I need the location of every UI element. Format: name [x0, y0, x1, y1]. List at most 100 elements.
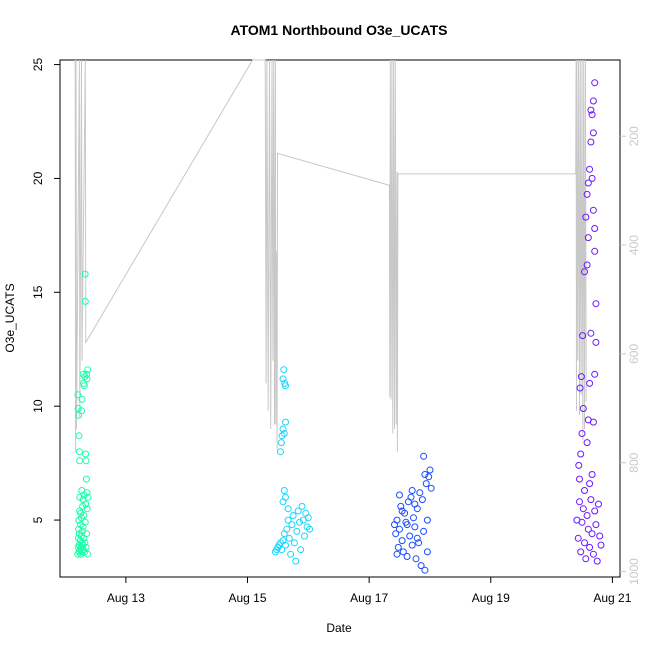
data-point: [418, 496, 426, 504]
data-point: [82, 543, 90, 551]
data-point: [417, 562, 425, 570]
right-y-tick-label: 200: [627, 126, 641, 146]
data-point: [591, 370, 599, 378]
data-point: [427, 484, 435, 492]
data-point: [84, 366, 92, 374]
data-point: [80, 382, 88, 390]
data-point: [587, 496, 595, 504]
y-axis-left: 5 10 15 20 25: [31, 58, 60, 523]
data-point: [588, 111, 596, 119]
y-axis-label: O3e_UCATS: [3, 283, 17, 352]
data-point: [597, 541, 605, 549]
data-point: [75, 432, 83, 440]
data-point: [577, 548, 585, 556]
x-axis: Aug 13 Aug 15 Aug 17 Aug 19 Aug 21: [107, 577, 632, 605]
data-point: [575, 461, 583, 469]
data-point: [589, 206, 597, 214]
data-point: [393, 516, 401, 524]
data-point: [84, 550, 91, 558]
data-point: [583, 261, 591, 269]
data-point: [285, 534, 293, 542]
data-point: [421, 471, 429, 478]
data-point: [577, 450, 585, 458]
data-point: [423, 516, 431, 524]
series-2: [271, 366, 314, 565]
data-point: [296, 518, 303, 526]
data-point: [278, 546, 286, 554]
data-point: [588, 174, 596, 182]
data-point: [426, 466, 434, 474]
data-point: [404, 498, 412, 506]
data-point: [422, 480, 430, 488]
data-point: [403, 521, 411, 529]
data-point: [576, 475, 583, 483]
right-y-tick-label: 600: [627, 344, 641, 364]
data-point: [84, 493, 92, 501]
y-tick-label: 20: [31, 171, 45, 185]
data-point: [596, 532, 604, 540]
data-point: [420, 452, 428, 460]
data-point: [413, 534, 421, 542]
data-point: [75, 448, 83, 456]
data-point: [289, 512, 297, 519]
right-y-tick-label: 800: [627, 452, 641, 472]
data-point: [406, 532, 414, 540]
data-point: [403, 553, 411, 560]
data-point: [591, 247, 599, 255]
data-point: [83, 530, 91, 538]
data-point: [408, 541, 416, 549]
data-point: [583, 512, 591, 519]
data-point: [396, 525, 403, 533]
data-point: [78, 407, 85, 415]
data-point: [82, 457, 90, 465]
data-point: [78, 395, 86, 403]
data-point: [398, 537, 406, 545]
data-point: [587, 329, 595, 337]
x-tick-label: Aug 13: [107, 591, 145, 605]
data-point: [581, 539, 588, 547]
x-tick-label: Aug 21: [593, 591, 631, 605]
data-point: [584, 179, 592, 187]
x-tick-label: Aug 17: [350, 591, 388, 605]
data-point: [282, 418, 289, 426]
altitude-trace-line: [74, 59, 587, 452]
data-point: [415, 539, 423, 547]
data-point: [81, 297, 89, 305]
data-point: [579, 505, 587, 513]
data-point: [589, 129, 597, 137]
data-point: [304, 514, 312, 522]
series-4: [573, 79, 605, 565]
data-point: [581, 487, 588, 494]
plot-frame: [59, 59, 621, 578]
data-point: [81, 270, 89, 278]
data-point: [298, 502, 306, 510]
data-point: [576, 498, 583, 506]
data-point: [592, 300, 600, 308]
x-axis-label: Date: [326, 621, 352, 635]
data-point: [81, 539, 89, 547]
data-point: [589, 550, 597, 558]
data-point: [588, 530, 596, 538]
data-point: [284, 516, 292, 524]
y-axis-right: 200 400 600 800 1000: [620, 126, 641, 585]
data-point: [577, 373, 585, 381]
data-point: [412, 555, 420, 563]
data-point: [595, 500, 602, 508]
data-point: [421, 566, 429, 574]
data-point: [82, 475, 90, 483]
data-point: [282, 541, 289, 549]
data-point: [586, 543, 594, 551]
data-point: [584, 234, 592, 242]
data-point: [278, 432, 286, 440]
data-point: [576, 384, 584, 392]
data-point: [586, 379, 594, 387]
data-point: [287, 550, 295, 558]
data-point: [579, 405, 587, 412]
data-point: [581, 268, 588, 276]
data-point: [294, 507, 302, 515]
data-point: [74, 391, 82, 399]
data-point: [80, 512, 88, 519]
data-point: [592, 521, 600, 529]
